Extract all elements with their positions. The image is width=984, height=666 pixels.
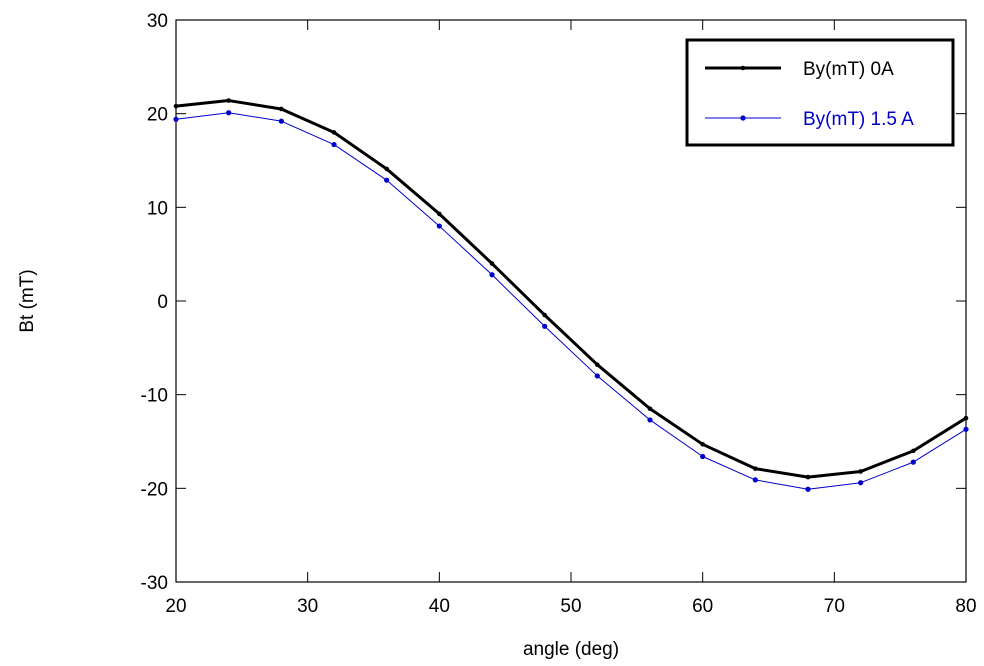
y-tick-label: -20	[141, 479, 168, 500]
legend-label-series-2: By(mT) 1.5 A	[803, 109, 914, 130]
legend-marker-series-1	[740, 65, 746, 71]
data-point	[489, 272, 495, 278]
data-point	[173, 116, 179, 122]
x-tick-label: 30	[297, 596, 318, 617]
x-tick-label: 80	[955, 596, 976, 617]
x-tick-label: 50	[560, 596, 581, 617]
data-point	[489, 261, 495, 266]
x-tick-label: 70	[824, 596, 845, 617]
data-point	[805, 486, 811, 492]
data-point	[753, 466, 758, 471]
data-point	[278, 118, 284, 124]
data-point	[700, 442, 705, 447]
data-point	[384, 166, 389, 172]
legend-label-series-1: By(mT) 0A	[803, 59, 894, 80]
x-tick-labels: 20 30 40 50 60 70 80	[165, 596, 976, 617]
x-axis-title: angle (deg)	[523, 639, 619, 660]
data-point	[911, 448, 916, 454]
data-point	[700, 453, 706, 460]
data-point	[331, 141, 337, 148]
data-point	[963, 415, 969, 421]
y-tick-label: 30	[147, 11, 168, 32]
data-point	[226, 98, 231, 103]
data-point	[594, 373, 600, 379]
data-point	[858, 480, 864, 486]
y-tick-label: -30	[141, 573, 168, 594]
data-point	[226, 110, 232, 116]
y-axis-title: Bt (mT)	[17, 269, 38, 332]
series-2	[173, 110, 969, 492]
data-point	[963, 426, 969, 432]
data-point	[910, 459, 916, 465]
data-point	[858, 469, 863, 474]
series-line-1	[175, 99, 967, 479]
y-tick-labels: -30 -20 -10 0 10 20 30	[141, 11, 168, 594]
series-1	[173, 98, 969, 480]
data-point	[173, 103, 179, 109]
x-tick-label: 60	[692, 596, 713, 617]
y-tick-label: 0	[157, 292, 168, 313]
data-point	[595, 362, 600, 367]
data-point	[647, 417, 653, 423]
data-point	[279, 106, 284, 112]
data-point	[384, 177, 390, 183]
data-point	[436, 223, 442, 229]
x-tick-label: 20	[165, 596, 186, 617]
data-point	[752, 477, 758, 483]
y-tick-label: -10	[141, 386, 168, 407]
axis-ticks	[175, 19, 967, 583]
data-point	[647, 406, 653, 412]
legend-box	[685, 38, 955, 147]
data-point	[437, 211, 442, 217]
data-point	[805, 474, 811, 480]
series-layer	[173, 98, 969, 492]
data-point	[542, 312, 547, 318]
legend: By(mT) 0A By(mT) 1.5 A	[685, 38, 955, 147]
series-line-2	[175, 112, 967, 490]
y-tick-label: 10	[147, 198, 168, 219]
data-point	[331, 130, 337, 135]
legend-marker-series-2	[740, 115, 746, 121]
y-tick-label: 20	[147, 105, 168, 126]
data-point	[542, 323, 548, 329]
x-tick-label: 40	[429, 596, 450, 617]
